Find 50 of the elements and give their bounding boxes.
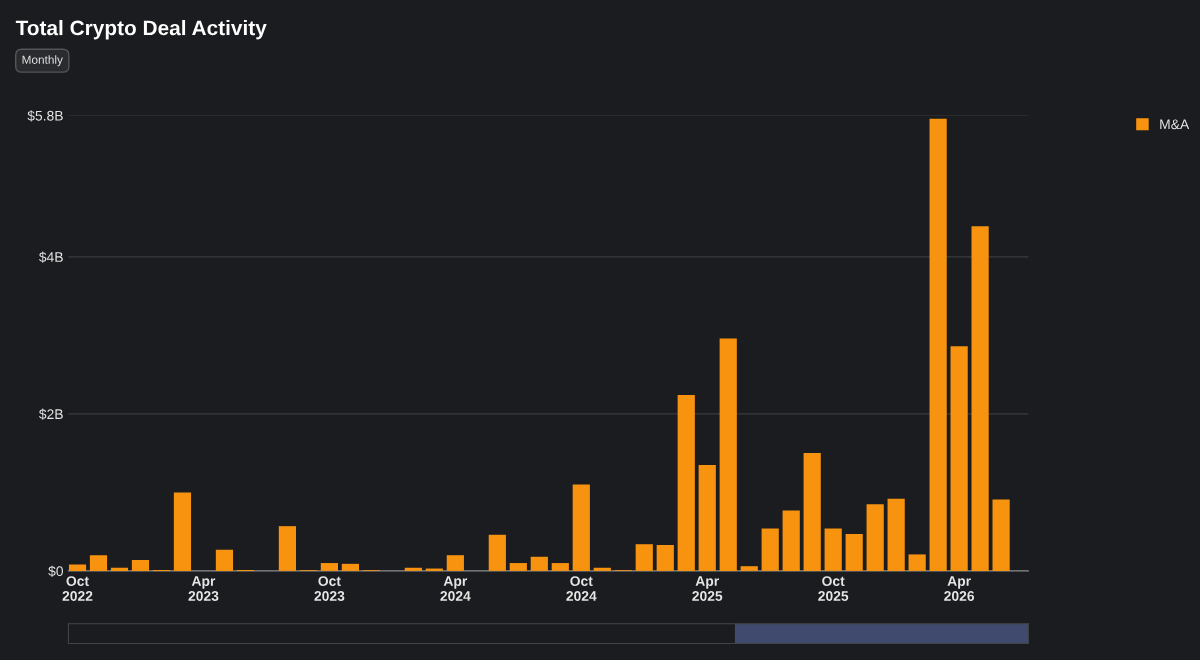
legend-label: M&A: [1160, 119, 1190, 130]
bar: [530, 556, 548, 571]
bar: [887, 498, 905, 571]
bar: [908, 554, 926, 571]
bar: [656, 544, 674, 571]
x-tick-label: Apr 2024: [440, 576, 471, 601]
bar: [551, 563, 569, 571]
x-tick-label: Apr 2023: [188, 576, 219, 601]
bar: [740, 566, 758, 571]
bar: [215, 549, 234, 571]
bar: [929, 118, 947, 571]
bar: [992, 499, 1010, 571]
x-tick-label: Oct 2022: [62, 576, 93, 601]
y-tick-label: $4B: [38, 251, 63, 263]
bar: [824, 528, 842, 571]
bar: [446, 555, 464, 571]
bar: [278, 526, 297, 571]
bar: [173, 492, 192, 571]
bar: [950, 346, 968, 571]
bar: [68, 564, 87, 571]
bar: [89, 555, 108, 571]
bar: [698, 464, 716, 571]
text: Monthly: [22, 55, 63, 67]
bar: [110, 567, 129, 571]
chart-title: Total Crypto Deal Activity: [15, 19, 267, 40]
bar: [635, 544, 653, 571]
x-tick-label: Oct 2025: [818, 576, 849, 601]
bar: [845, 534, 863, 571]
bar: [488, 534, 506, 571]
bar: [677, 395, 695, 571]
bar: [572, 484, 590, 571]
bar: [803, 453, 821, 571]
x-tick-label: Oct 2024: [566, 576, 597, 601]
bar: [131, 559, 150, 571]
x-tick-label: Oct 2023: [314, 576, 345, 601]
bar: [404, 567, 422, 571]
bar: [761, 528, 779, 571]
y-tick-label: $0: [48, 565, 63, 577]
x-tick-label: Apr 2026: [944, 576, 975, 601]
bar: [320, 563, 338, 571]
x-tick-label: Apr 2025: [692, 576, 723, 601]
bar: [866, 504, 884, 571]
y-tick-label: $5.8B: [27, 110, 63, 122]
bar: [509, 563, 527, 571]
bar: [782, 510, 800, 571]
bar: [971, 226, 989, 571]
bar: [593, 567, 611, 571]
bar: [341, 563, 359, 571]
bar: [719, 338, 737, 571]
y-tick-label: $2B: [38, 408, 63, 420]
